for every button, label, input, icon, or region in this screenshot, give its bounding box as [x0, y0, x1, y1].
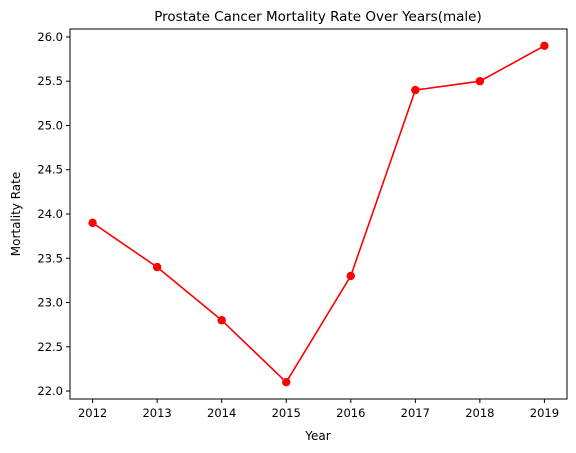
y-tick-label: 25.0 [37, 118, 63, 132]
x-tick-label: 2012 [78, 406, 107, 420]
x-axis-ticks: 2012 2013 2014 2015 2016 2017 2018 2019 [78, 399, 559, 420]
x-tick-label: 2014 [207, 406, 236, 420]
x-tick-label: 2019 [530, 406, 559, 420]
y-axis-ticks: 22.0 22.5 23.0 23.5 24.0 24.5 25.0 25.5 26.0 [37, 30, 70, 398]
y-tick-label: 24.0 [37, 207, 63, 221]
series-markers [88, 41, 549, 387]
y-tick-label: 22.5 [37, 340, 63, 354]
y-tick-label: 22.0 [37, 384, 63, 398]
data-point [475, 77, 485, 86]
x-tick-label: 2017 [401, 406, 430, 420]
data-point [152, 262, 162, 272]
data-point [540, 41, 549, 51]
y-tick-label: 23.0 [37, 296, 63, 310]
x-tick-label: 2013 [142, 406, 171, 420]
data-point [411, 85, 420, 95]
x-tick-label: 2016 [336, 406, 365, 420]
x-tick-label: 2018 [465, 406, 494, 420]
data-point [217, 316, 226, 325]
y-tick-label: 23.5 [37, 251, 63, 265]
y-axis-label: Mortality Rate [9, 172, 23, 257]
x-axis-label: Year [304, 429, 330, 443]
chart-title: Prostate Cancer Mortality Rate Over Year… [154, 9, 481, 25]
y-tick-label: 26.0 [37, 30, 63, 44]
x-tick-label: 2015 [272, 406, 301, 420]
data-point [282, 377, 291, 387]
plot-area [69, 28, 568, 400]
series-line [92, 45, 545, 384]
y-tick-label: 24.5 [37, 163, 63, 177]
data-point [346, 271, 355, 281]
y-tick-label: 25.5 [37, 74, 63, 88]
data-point [88, 218, 97, 228]
